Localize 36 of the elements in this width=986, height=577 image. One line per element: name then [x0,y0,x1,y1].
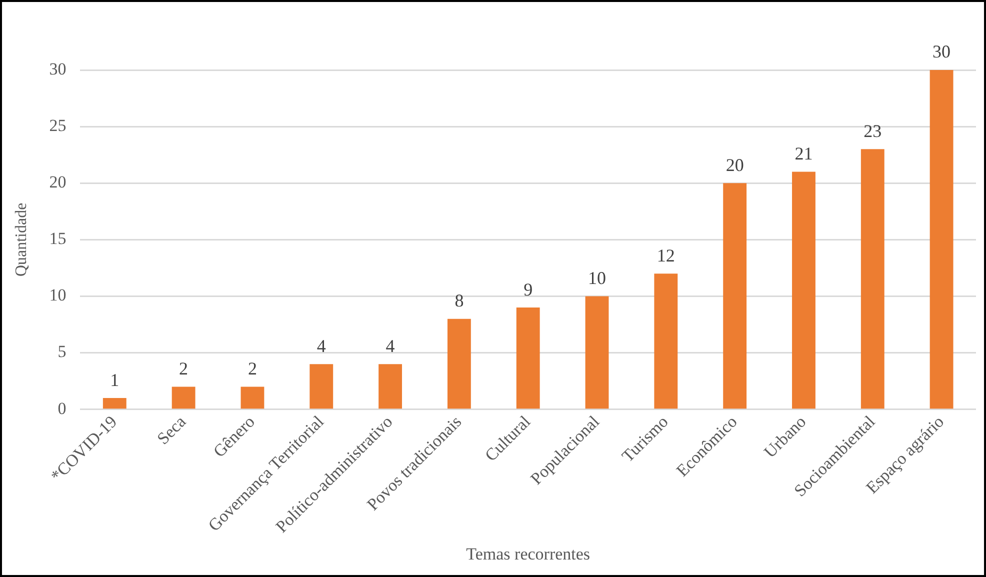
data-label: 12 [656,245,675,266]
bar [240,386,264,409]
y-tick-label: 25 [49,116,66,136]
data-label: 20 [726,154,744,175]
bar [860,149,884,409]
data-label: 4 [386,336,395,356]
bar [102,398,126,409]
y-tick-label: 10 [49,286,66,305]
data-label: 30 [932,42,951,62]
bar [378,364,402,409]
bar [447,318,471,409]
y-tick-label: 15 [49,229,66,248]
data-label: 10 [588,268,606,288]
y-tick-label: 0 [58,398,66,418]
data-label: 9 [524,279,533,300]
y-axis-title: Quantidade [12,202,30,277]
y-tick-label: 20 [49,172,66,192]
bar [310,364,334,409]
data-label: 21 [794,144,813,164]
data-label: 2 [179,358,188,378]
data-label: 1 [110,370,120,390]
y-tick-label: 30 [49,59,66,78]
bar [654,274,678,409]
bar [930,70,954,409]
bar [172,386,196,409]
data-label: 8 [454,290,464,311]
x-tick-label: Seca [153,412,190,448]
data-label: 4 [316,336,326,356]
bar [723,183,747,409]
data-label: 2 [248,358,257,378]
y-tick-label: 5 [58,342,66,362]
x-axis-title: Temas recorrentes [466,544,590,564]
data-label: 23 [864,120,882,141]
bar [792,172,816,409]
bar [585,296,609,409]
bar [516,308,540,409]
